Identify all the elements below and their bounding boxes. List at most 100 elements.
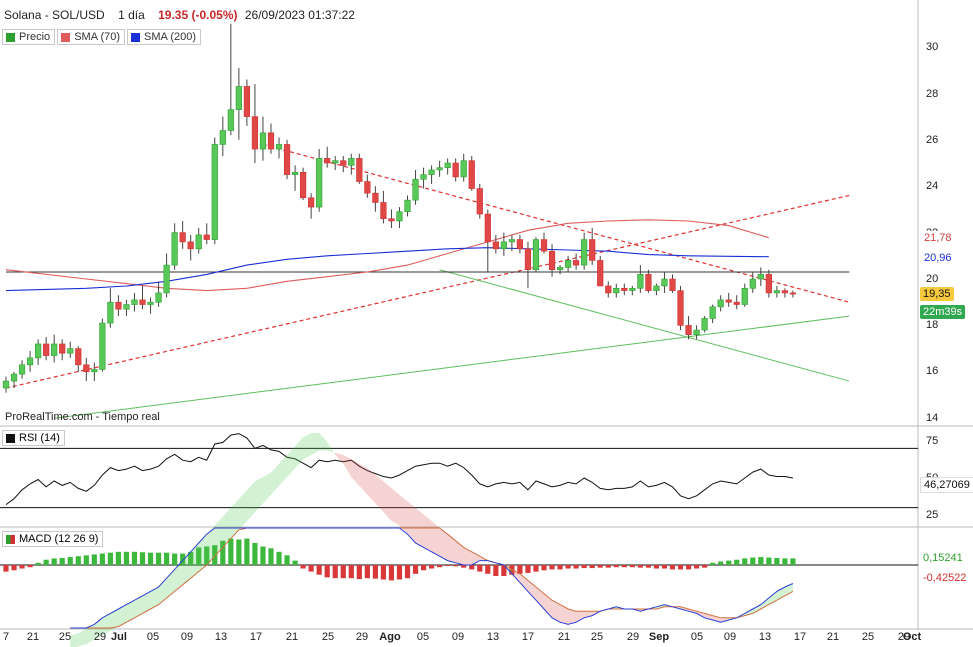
- candle-body: [115, 301, 122, 310]
- x-axis-label: 13: [758, 631, 772, 643]
- macd-fill: [150, 587, 159, 609]
- macd-histogram-bar: [139, 552, 146, 565]
- candle-body: [179, 232, 186, 243]
- price-change: 19.35 (-0.05%): [158, 8, 238, 22]
- candle-body: [147, 301, 154, 305]
- legend-item-sma200[interactable]: SMA (200): [127, 29, 202, 45]
- macd-hist-value-tag: 0,15241: [920, 551, 966, 565]
- macd-histogram-bar: [549, 565, 555, 570]
- candle-body: [203, 234, 210, 240]
- macd-fill: [576, 611, 585, 623]
- macd-histogram-bar: [164, 552, 170, 565]
- macd-histogram-bar: [99, 553, 105, 565]
- sma200-value-tag: 20,96: [921, 251, 955, 265]
- macd-histogram-bar: [758, 557, 764, 565]
- macd-histogram-bar: [11, 565, 17, 571]
- macd-histogram-bar: [766, 557, 772, 565]
- price-tick: 30: [926, 41, 939, 53]
- candle-body: [589, 239, 596, 261]
- macd-histogram-bar: [43, 559, 49, 565]
- x-axis-label: 21: [26, 631, 40, 643]
- candle-body: [291, 171, 299, 175]
- candle-body: [396, 211, 403, 222]
- candle-body: [18, 364, 26, 375]
- candle-body: [548, 250, 556, 271]
- macd-histogram-bar: [589, 565, 595, 569]
- candle-body: [540, 239, 548, 252]
- candle-body: [348, 158, 355, 166]
- macd-histogram-bar: [380, 565, 387, 580]
- macd-histogram-bar: [372, 565, 378, 579]
- candle-body: [59, 343, 66, 354]
- legend-item-price[interactable]: Precio: [2, 29, 56, 45]
- candle-body: [219, 130, 226, 145]
- x-axis-label: 09: [451, 631, 465, 643]
- macd-histogram-bar: [35, 562, 41, 565]
- macd-fill: [230, 499, 239, 539]
- macd-fill: [439, 527, 448, 561]
- candle-body: [380, 202, 387, 219]
- candle-body: [259, 132, 267, 150]
- macd-histogram-bar: [533, 565, 539, 572]
- macd-histogram-bar: [742, 558, 748, 565]
- macd-fill: [455, 540, 464, 565]
- macd-fill: [270, 463, 280, 495]
- legend-item-sma70[interactable]: SMA (70): [57, 29, 126, 45]
- macd-fill: [383, 481, 392, 521]
- macd-histogram-bar: [204, 546, 210, 565]
- candle-body: [653, 285, 660, 291]
- macd-fill: [319, 433, 328, 451]
- x-axis-label: 29: [897, 631, 911, 643]
- candle-body: [669, 278, 676, 291]
- macd-histogram-bar: [131, 551, 138, 565]
- candle-body: [524, 248, 532, 271]
- macd-line: [70, 527, 794, 629]
- candle-body: [283, 144, 291, 175]
- macd-histogram-bar: [91, 554, 97, 565]
- candle-body: [773, 290, 780, 294]
- candle-body: [67, 348, 74, 354]
- sma200-swatch-icon: [131, 32, 141, 42]
- macd-fill: [568, 609, 577, 625]
- macd-histogram-bar: [685, 565, 692, 570]
- macd-histogram-bar: [726, 560, 732, 565]
- macd-histogram-bar: [396, 565, 403, 580]
- macd-fill: [375, 474, 384, 513]
- macd-fill: [134, 595, 143, 618]
- macd-histogram-bar: [27, 565, 33, 568]
- candle-body: [139, 299, 146, 305]
- candle-body: [460, 160, 467, 178]
- rsi-label[interactable]: RSI (14): [2, 430, 65, 446]
- candle-body: [83, 364, 90, 373]
- macd-histogram-bar: [107, 552, 113, 565]
- candle-body: [757, 274, 764, 280]
- macd-fill: [262, 472, 271, 504]
- macd-histogram-bar: [461, 565, 467, 568]
- macd-histogram-bar: [348, 565, 354, 579]
- macd-histogram-bar: [774, 557, 780, 565]
- candle-body: [500, 241, 507, 250]
- candle-body: [404, 199, 411, 213]
- macd-histogram-bar: [428, 565, 435, 569]
- macd-label[interactable]: MACD (12 26 9): [2, 531, 104, 547]
- candle-body: [388, 218, 395, 222]
- x-axis-label: 17: [521, 631, 535, 643]
- macd-histogram-bar: [445, 565, 451, 566]
- x-axis-label: 21: [826, 631, 840, 643]
- candle-body: [211, 144, 218, 240]
- macd-histogram-bar: [123, 551, 130, 565]
- macd-histogram-bar: [324, 565, 330, 578]
- candle-body: [597, 260, 604, 287]
- candle-body: [508, 239, 515, 243]
- macd-fill: [552, 600, 561, 623]
- candle-body: [227, 109, 234, 131]
- candle-body: [564, 260, 572, 268]
- macd-histogram-bar: [340, 565, 346, 579]
- rsi-value-tag: 46,27069: [920, 477, 973, 493]
- timeframe[interactable]: 1 día: [118, 8, 145, 22]
- macd-fill: [70, 633, 79, 647]
- macd-histogram-bar: [388, 565, 395, 581]
- macd-histogram-bar: [420, 565, 427, 571]
- macd-histogram-bar: [677, 565, 684, 570]
